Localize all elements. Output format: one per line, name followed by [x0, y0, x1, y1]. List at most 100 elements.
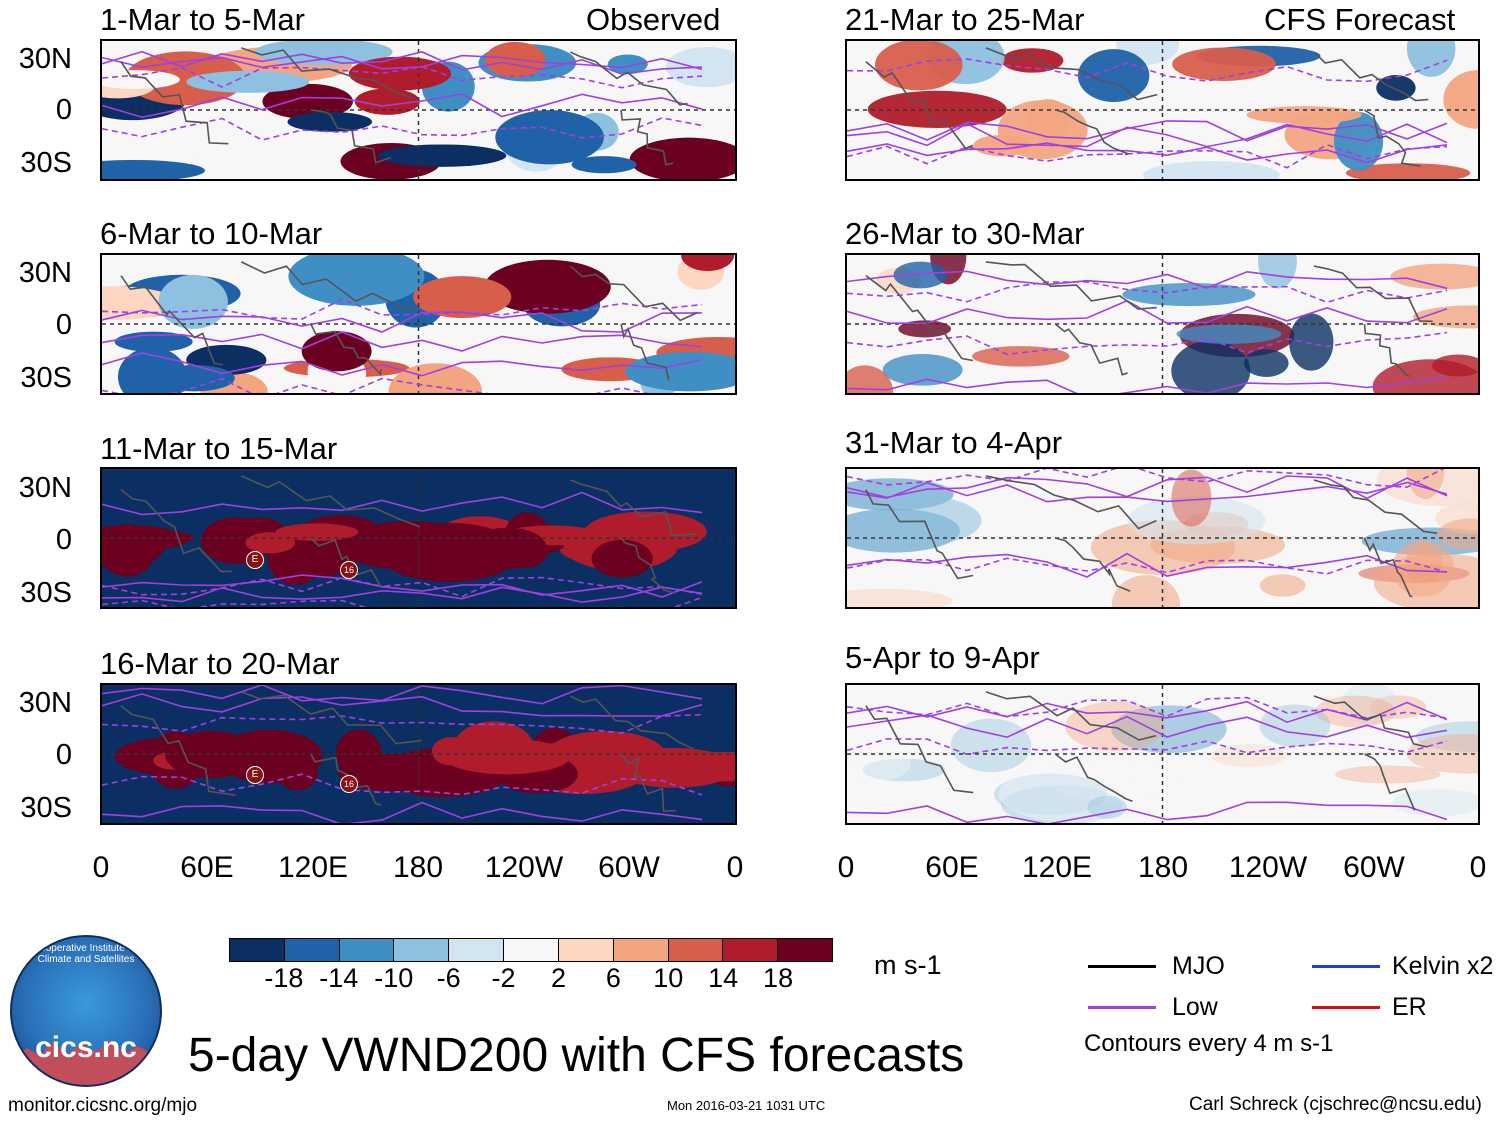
wind-anomaly-blob: [1335, 765, 1441, 784]
cics-logo: Cooperative Institute for Climate and Sa…: [10, 935, 162, 1087]
colorbar-swatch: [777, 939, 832, 961]
legend-line-er: [1312, 1006, 1380, 1009]
x-tick-label: 60W: [1343, 851, 1405, 884]
y-tick-label: 0: [55, 524, 72, 556]
wind-anomaly-blob: [848, 742, 911, 782]
wind-anomaly-blob: [1122, 282, 1256, 307]
contour-line: [847, 696, 1448, 719]
x-tick-label: 120W: [1228, 851, 1308, 884]
wind-anomaly-blob: [1077, 49, 1150, 103]
panel-title: 11-Mar to 15-Mar: [100, 431, 338, 466]
coastline: [985, 47, 1158, 101]
contour-line: [102, 801, 703, 823]
wind-anomaly-blob: [275, 523, 359, 541]
contour-line: [847, 801, 1448, 823]
colorbar-swatch: [283, 939, 339, 961]
contour-line: [847, 143, 1448, 169]
coastline: [1313, 51, 1429, 102]
coastline: [1363, 537, 1413, 598]
contour-line: [847, 299, 1448, 325]
wind-anomaly-blob: [1001, 48, 1064, 73]
x-tick-label: 0: [92, 851, 110, 884]
logo-ring-text: Cooperative Institute for Climate and Sa…: [32, 943, 140, 965]
contour-line: [102, 352, 703, 377]
y-tick-label: 30S: [20, 362, 72, 394]
wind-anomaly-blob: [102, 529, 188, 552]
wind-anomaly-blob: [388, 363, 482, 393]
wind-anomaly-blob: [413, 276, 512, 318]
legend-label: Kelvin x2: [1392, 952, 1494, 980]
wind-anomaly-blob: [1416, 721, 1478, 753]
wind-anomaly-blob: [1142, 161, 1280, 179]
coastline: [120, 275, 224, 366]
colorbar-label: -2: [491, 963, 516, 993]
contour-line: [847, 120, 1448, 142]
wind-anomaly-blob: [1000, 785, 1122, 823]
map-field: [847, 41, 1478, 179]
wind-anomaly-blob: [994, 773, 1107, 815]
map-panel-observed-3: [100, 467, 737, 609]
contour-line: [102, 713, 703, 734]
contour-line: [847, 58, 1448, 83]
colorbar-label: 14: [708, 963, 739, 993]
wind-anomaly-blob: [288, 255, 425, 306]
wind-anomaly-blob: [1258, 255, 1297, 289]
coastline: [620, 323, 670, 381]
wind-anomaly-blob: [1210, 743, 1287, 768]
x-tick-label: 60W: [598, 851, 660, 884]
wind-anomaly-blob: [102, 159, 206, 179]
wind-anomaly-blob: [1390, 263, 1478, 290]
panel-title: 21-Mar to 25-Mar: [845, 2, 1085, 37]
wind-anomaly-blob: [882, 354, 963, 386]
wind-anomaly-blob: [862, 758, 945, 782]
legend-label: Low: [1172, 993, 1218, 1021]
coastline: [620, 537, 675, 594]
colorbar-label: -6: [436, 963, 461, 993]
y-tick-label: 30N: [18, 257, 72, 289]
coastline: [1313, 695, 1428, 748]
contour-line: [102, 298, 703, 320]
wind-anomaly-blob: [277, 755, 318, 791]
colorbar-swatch: [722, 939, 778, 961]
wind-anomaly-blob: [1432, 354, 1478, 377]
wind-anomaly-blob: [973, 134, 1033, 157]
colorbar-label: 10: [653, 963, 684, 993]
wind-anomaly-blob: [1289, 313, 1334, 371]
contour-line: [847, 270, 1448, 290]
coastline: [1313, 479, 1438, 534]
wind-anomaly-blob: [950, 718, 1032, 773]
legend-line-mjo: [1088, 965, 1156, 968]
footer-url[interactable]: monitor.cicsnc.org/mjo: [8, 1095, 198, 1116]
map-field: [102, 685, 735, 823]
storm-marker: 16: [340, 561, 358, 579]
coastline: [865, 61, 974, 150]
wind-anomaly-blob: [847, 588, 953, 607]
storm-marker: E: [246, 766, 264, 784]
wind-anomaly-blob: [1026, 99, 1071, 141]
coastline: [120, 61, 229, 145]
colorbar-swatch: [393, 939, 449, 961]
coastline: [1055, 537, 1131, 592]
colorbar-label: 2: [550, 963, 566, 993]
contour-line: [847, 738, 1448, 756]
map-field: [847, 469, 1478, 607]
x-tick-label: 60E: [925, 851, 979, 884]
coastline: [1055, 109, 1130, 156]
wind-anomaly-blob: [354, 88, 420, 115]
contour-line: [847, 557, 1448, 575]
map-panel-forecast-4: [845, 683, 1480, 825]
contour-line: [102, 685, 703, 705]
contour-line: [102, 693, 703, 717]
wind-anomaly-blob: [1244, 349, 1289, 377]
y-tick-label: 30S: [20, 147, 72, 179]
contour-line: [102, 586, 703, 603]
coastline: [570, 479, 697, 537]
coastline: [569, 265, 698, 322]
contour-line: [102, 93, 703, 119]
wind-anomaly-blob: [875, 41, 963, 91]
coastline: [1364, 753, 1416, 811]
wind-anomaly-blob: [571, 156, 637, 174]
colorbar-label: 6: [605, 963, 621, 993]
map-panel-observed-1: [100, 39, 737, 181]
wind-anomaly-blob: [158, 274, 228, 329]
